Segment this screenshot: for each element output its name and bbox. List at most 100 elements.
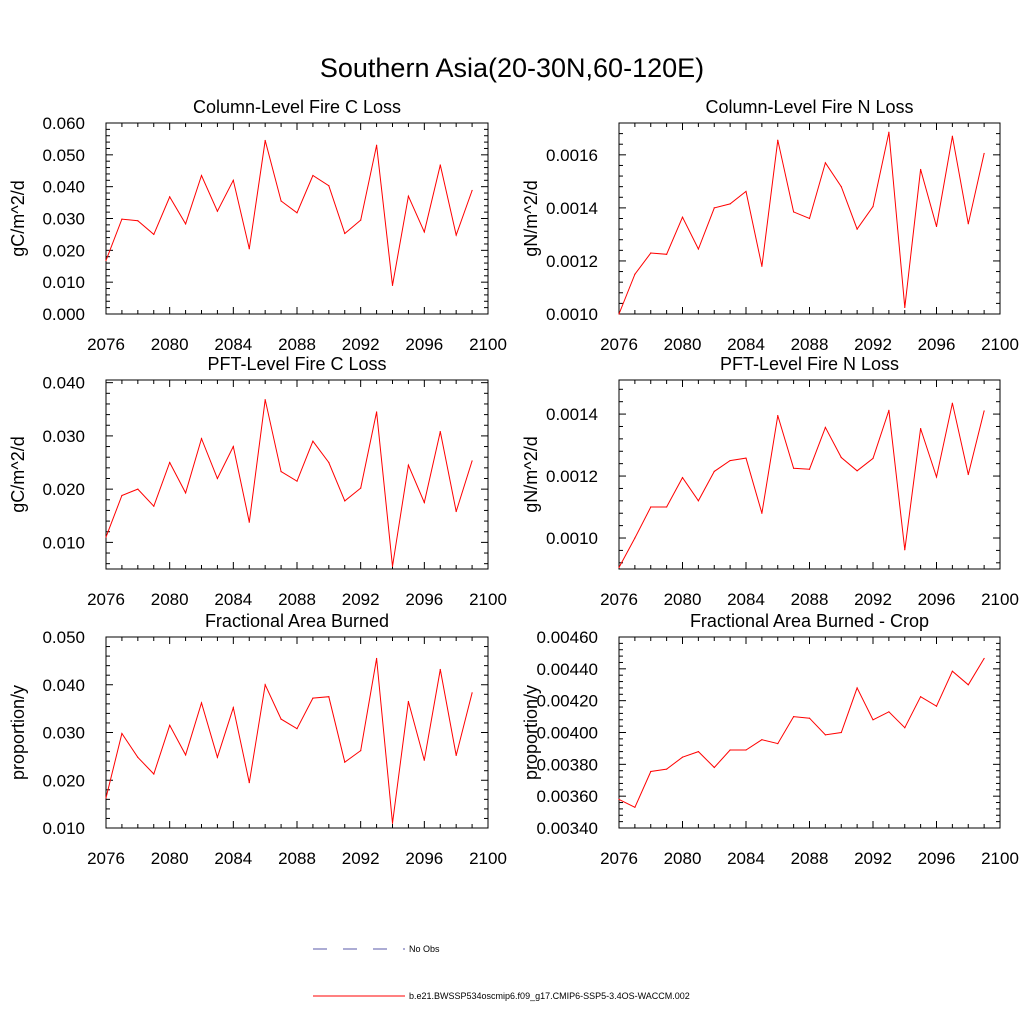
data-point — [391, 284, 394, 286]
data-point — [105, 797, 107, 799]
data-point — [920, 168, 922, 171]
data-point — [328, 696, 330, 698]
y-axis-label: proportion/y — [521, 685, 541, 780]
data-point — [824, 734, 826, 736]
y-tick-label: 0.040 — [42, 178, 85, 197]
data-point — [745, 749, 747, 751]
x-tick-label: 2092 — [854, 849, 892, 868]
data-point — [121, 218, 123, 220]
x-tick-label: 2096 — [918, 590, 956, 609]
chart-panel: PFT-Level Fire C Loss gC/m^2/d 2076 2080 208… — [8, 354, 507, 609]
data-point — [264, 139, 266, 142]
y-tick-label: 0.0014 — [546, 405, 598, 424]
series-line — [105, 658, 473, 824]
x-tick-label: 2100 — [981, 590, 1019, 609]
data-point — [634, 537, 636, 539]
data-point — [840, 186, 842, 188]
data-point — [666, 506, 668, 508]
data-point — [697, 248, 699, 250]
data-point — [824, 426, 826, 429]
x-tick-label: 2084 — [727, 335, 765, 354]
x-tick-label: 2092 — [342, 335, 380, 354]
y-tick-label: 0.00380 — [537, 755, 598, 774]
series-line — [105, 140, 473, 286]
data-point — [200, 174, 203, 177]
data-point — [618, 313, 620, 315]
data-point — [232, 179, 234, 181]
panel-title: Fractional Area Burned - Crop — [690, 611, 929, 631]
x-tick-label: 2088 — [278, 335, 316, 354]
y-tick-label: 0.050 — [42, 628, 85, 647]
data-point — [761, 512, 763, 514]
x-tick-label: 2076 — [87, 849, 125, 868]
y-tick-label: 0.00360 — [537, 787, 598, 806]
plot-frame — [105, 636, 489, 829]
x-tick-label: 2088 — [278, 590, 316, 609]
x-tick-label: 2076 — [87, 590, 125, 609]
x-tick-label: 2088 — [791, 335, 829, 354]
data-point — [344, 761, 346, 763]
panel-title: PFT-Level Fire N Loss — [720, 354, 899, 374]
legend: No Obs b.e21.BWSSP534oscmip6.f09_g17.CMI… — [313, 944, 690, 1001]
panel-title: Column-Level Fire C Loss — [193, 97, 401, 117]
data-point — [697, 751, 699, 753]
data-point — [634, 806, 636, 808]
data-point — [888, 131, 890, 133]
data-point — [471, 460, 473, 462]
data-point — [280, 200, 282, 202]
x-tick-label: 2076 — [600, 849, 638, 868]
data-point — [666, 768, 668, 770]
y-tick-label: 0.020 — [42, 771, 85, 790]
data-point — [666, 253, 668, 255]
x-tick-label: 2088 — [278, 849, 316, 868]
data-point — [184, 492, 187, 494]
data-point — [777, 139, 779, 141]
y-tick-label: 0.000 — [42, 305, 85, 324]
x-tick-label: 2092 — [342, 849, 380, 868]
data-point — [153, 773, 155, 775]
data-point — [951, 402, 953, 404]
data-point — [967, 223, 969, 225]
data-point — [391, 565, 394, 567]
y-tick-label: 0.0016 — [546, 146, 598, 165]
data-point — [983, 152, 985, 155]
data-point — [153, 505, 155, 507]
y-tick-label: 0.030 — [42, 210, 85, 229]
x-tick-label: 2084 — [214, 590, 252, 609]
data-point — [840, 456, 842, 459]
x-tick-label: 2096 — [405, 849, 443, 868]
data-point — [264, 684, 266, 686]
data-point — [888, 711, 890, 713]
data-point — [137, 756, 139, 758]
data-point — [455, 234, 457, 236]
data-point — [729, 459, 731, 462]
y-tick-label: 0.0010 — [546, 305, 598, 324]
data-point — [344, 232, 346, 235]
x-tick-label: 2100 — [981, 335, 1019, 354]
data-point — [983, 410, 985, 412]
data-point — [872, 719, 874, 721]
x-tick-label: 2080 — [151, 849, 189, 868]
data-point — [471, 189, 473, 192]
x-tick-label: 2096 — [405, 590, 443, 609]
series-line — [618, 658, 985, 808]
data-point — [296, 728, 298, 730]
data-point — [935, 705, 938, 707]
data-point — [681, 216, 684, 218]
data-point — [169, 461, 171, 464]
x-tick-label: 2096 — [405, 335, 443, 354]
x-tick-label: 2076 — [600, 335, 638, 354]
data-point — [761, 265, 763, 267]
data-point — [360, 487, 362, 489]
data-point — [137, 488, 139, 490]
data-point — [407, 464, 410, 466]
data-point — [375, 411, 378, 413]
data-point — [455, 510, 457, 513]
y-tick-label: 0.00440 — [537, 660, 598, 679]
data-point — [344, 500, 346, 502]
data-point — [455, 754, 457, 757]
data-point — [681, 476, 684, 479]
data-point — [729, 749, 731, 751]
chart-panel: Fractional Area Burned - Crop proportion/… — [521, 611, 1019, 868]
